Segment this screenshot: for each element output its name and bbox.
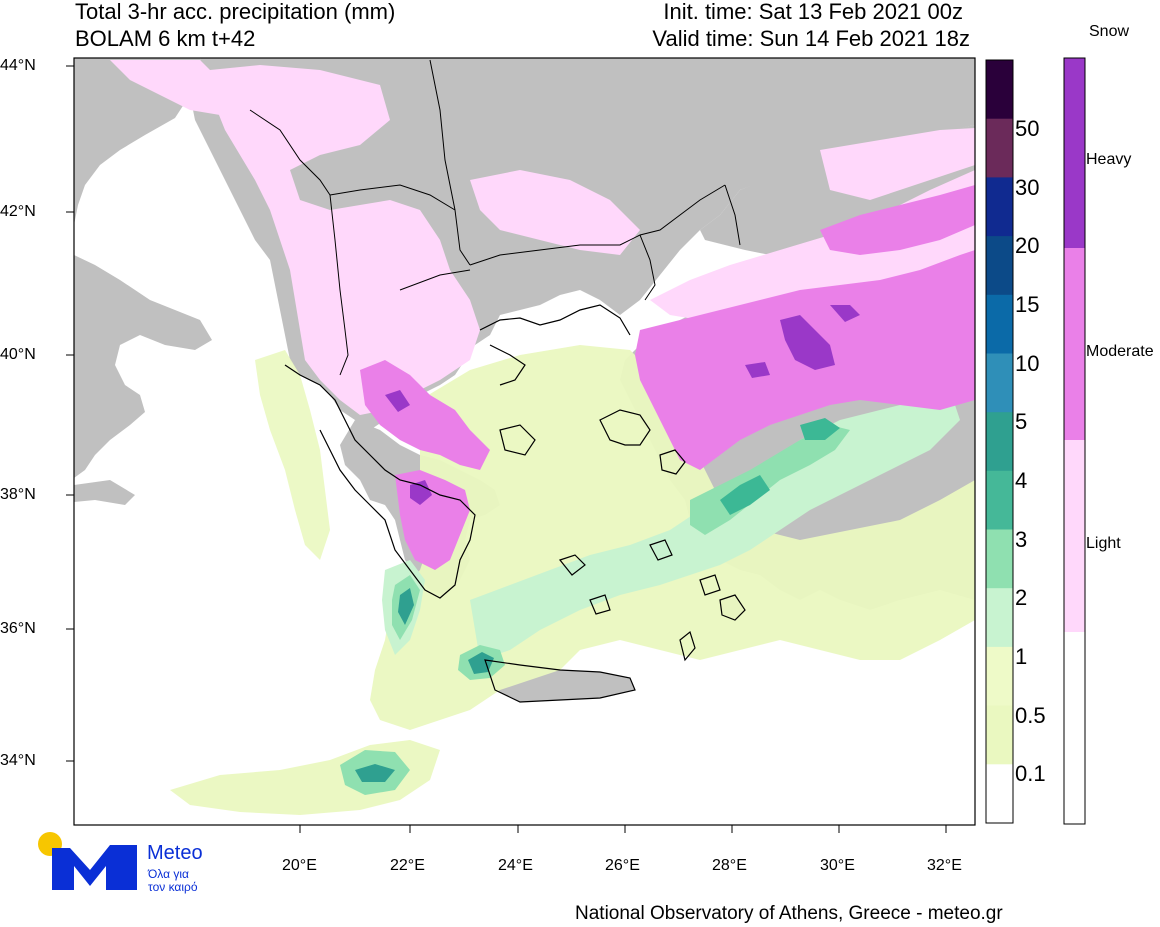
precip-label-0-5: 0.5	[1015, 703, 1046, 728]
precip-bar-segment	[986, 60, 1013, 120]
lat-label-38: 38°N	[0, 486, 36, 503]
precip-bar-segment	[986, 353, 1013, 413]
rain-area-ionian	[255, 350, 330, 560]
logo-brand: Meteo	[147, 842, 203, 864]
precip-bar-segment	[986, 236, 1013, 296]
snow-area-heavy-2	[830, 305, 860, 322]
precip-bar-segment	[986, 705, 1013, 765]
meteo-logo	[38, 832, 137, 890]
precip-label-1: 1	[1015, 644, 1028, 669]
snow-bar-light	[1064, 440, 1085, 632]
snow-bar-heavy	[1064, 58, 1085, 248]
longitude-ticks	[299, 825, 947, 833]
snow-area-moderate-marmara	[820, 185, 975, 255]
precip-label-15: 15	[1015, 292, 1040, 317]
lon-label-26: 26°E	[605, 857, 640, 874]
snow-area-light-dalmatia	[110, 60, 230, 115]
precip-bar-segment	[986, 412, 1013, 472]
snow-area-heavy-5	[385, 390, 410, 412]
lon-label-30: 30°E	[820, 857, 855, 874]
lon-label-32: 32°E	[927, 857, 962, 874]
snow-area-moderate-greece	[360, 360, 490, 470]
model-label: BOLAM 6 km t+42	[75, 26, 256, 51]
snow-area-heavy-4	[410, 480, 432, 505]
precip-label-2: 2	[1015, 585, 1028, 610]
logo-m-icon	[52, 845, 137, 890]
coastlines	[284, 304, 746, 703]
precip-bar-segment	[986, 177, 1013, 237]
latitude-ticks	[66, 65, 74, 762]
snow-area-light-bulgaria	[470, 170, 640, 255]
precip-label-0-1: 0.1	[1015, 761, 1046, 786]
logo-tagline-line1: Όλα για	[148, 867, 189, 881]
lon-label-22: 22°E	[390, 857, 425, 874]
lon-label-20: 20°E	[282, 857, 317, 874]
credit-text: National Observatory of Athens, Greece -…	[575, 903, 1003, 924]
lon-label-28: 28°E	[712, 857, 747, 874]
precip-label-10: 10	[1015, 351, 1040, 376]
snow-bar-moderate	[1064, 248, 1085, 440]
init-time: Init. time: Sat 13 Feb 2021 00z	[663, 0, 963, 24]
snow-area-light-balkans	[210, 65, 480, 415]
lat-label-44: 44°N	[0, 57, 36, 74]
precip-label-50: 50	[1015, 116, 1040, 141]
lon-label-24: 24°E	[498, 857, 533, 874]
precip-bar-segment	[986, 588, 1013, 648]
precip-bar-segment	[986, 294, 1013, 354]
precip-label-20: 20	[1015, 233, 1040, 258]
rain-core-pelop	[398, 588, 414, 625]
rain-core-turkey	[800, 418, 840, 440]
logo-tagline-line2: τον καιρό	[148, 880, 198, 894]
snow-colorbar-frame	[1063, 57, 1086, 825]
precip-colorbar-frame	[985, 59, 1014, 824]
land-southern-italy	[74, 255, 212, 478]
precip-label-5: 5	[1015, 409, 1028, 434]
borders	[249, 59, 741, 376]
lat-label-42: 42°N	[0, 203, 36, 220]
rain-core-aegean	[720, 475, 770, 515]
snow-area-heavy-3	[745, 362, 770, 378]
rain-core-libya	[355, 764, 395, 782]
lat-label-36: 36°N	[0, 620, 36, 637]
precip-bar-segment	[986, 118, 1013, 178]
lat-label-40: 40°N	[0, 346, 36, 363]
snow-colorbar	[1063, 57, 1086, 825]
snow-label-heavy: Heavy	[1086, 151, 1132, 168]
map-title: Total 3-hr acc. precipitation (mm)	[75, 0, 396, 24]
precip-bar-segment	[986, 646, 1013, 707]
snow-bar-none	[1064, 632, 1085, 824]
precip-bar-segment	[986, 529, 1013, 589]
snow-area-heavy-1	[780, 315, 835, 370]
valid-time: Valid time: Sun 14 Feb 2021 18z	[652, 26, 970, 51]
snow-label-moderate: Moderate	[1086, 343, 1154, 360]
precip-bar-segment	[986, 764, 1013, 824]
land-sicily	[74, 480, 135, 505]
lat-label-34: 34°N	[0, 752, 36, 769]
precip-bar-segment	[986, 470, 1013, 530]
logo-tagline: Όλα για τον καιρό	[148, 868, 198, 894]
precip-label-30: 30	[1015, 175, 1040, 200]
precip-label-3: 3	[1015, 527, 1028, 552]
map-frame	[73, 57, 976, 826]
snow-label-light: Light	[1086, 535, 1121, 552]
precip-label-4: 4	[1015, 468, 1028, 493]
precip-colorbar	[986, 60, 1013, 824]
snow-area-light-top	[820, 128, 975, 200]
snow-title: Snow	[1089, 23, 1130, 40]
